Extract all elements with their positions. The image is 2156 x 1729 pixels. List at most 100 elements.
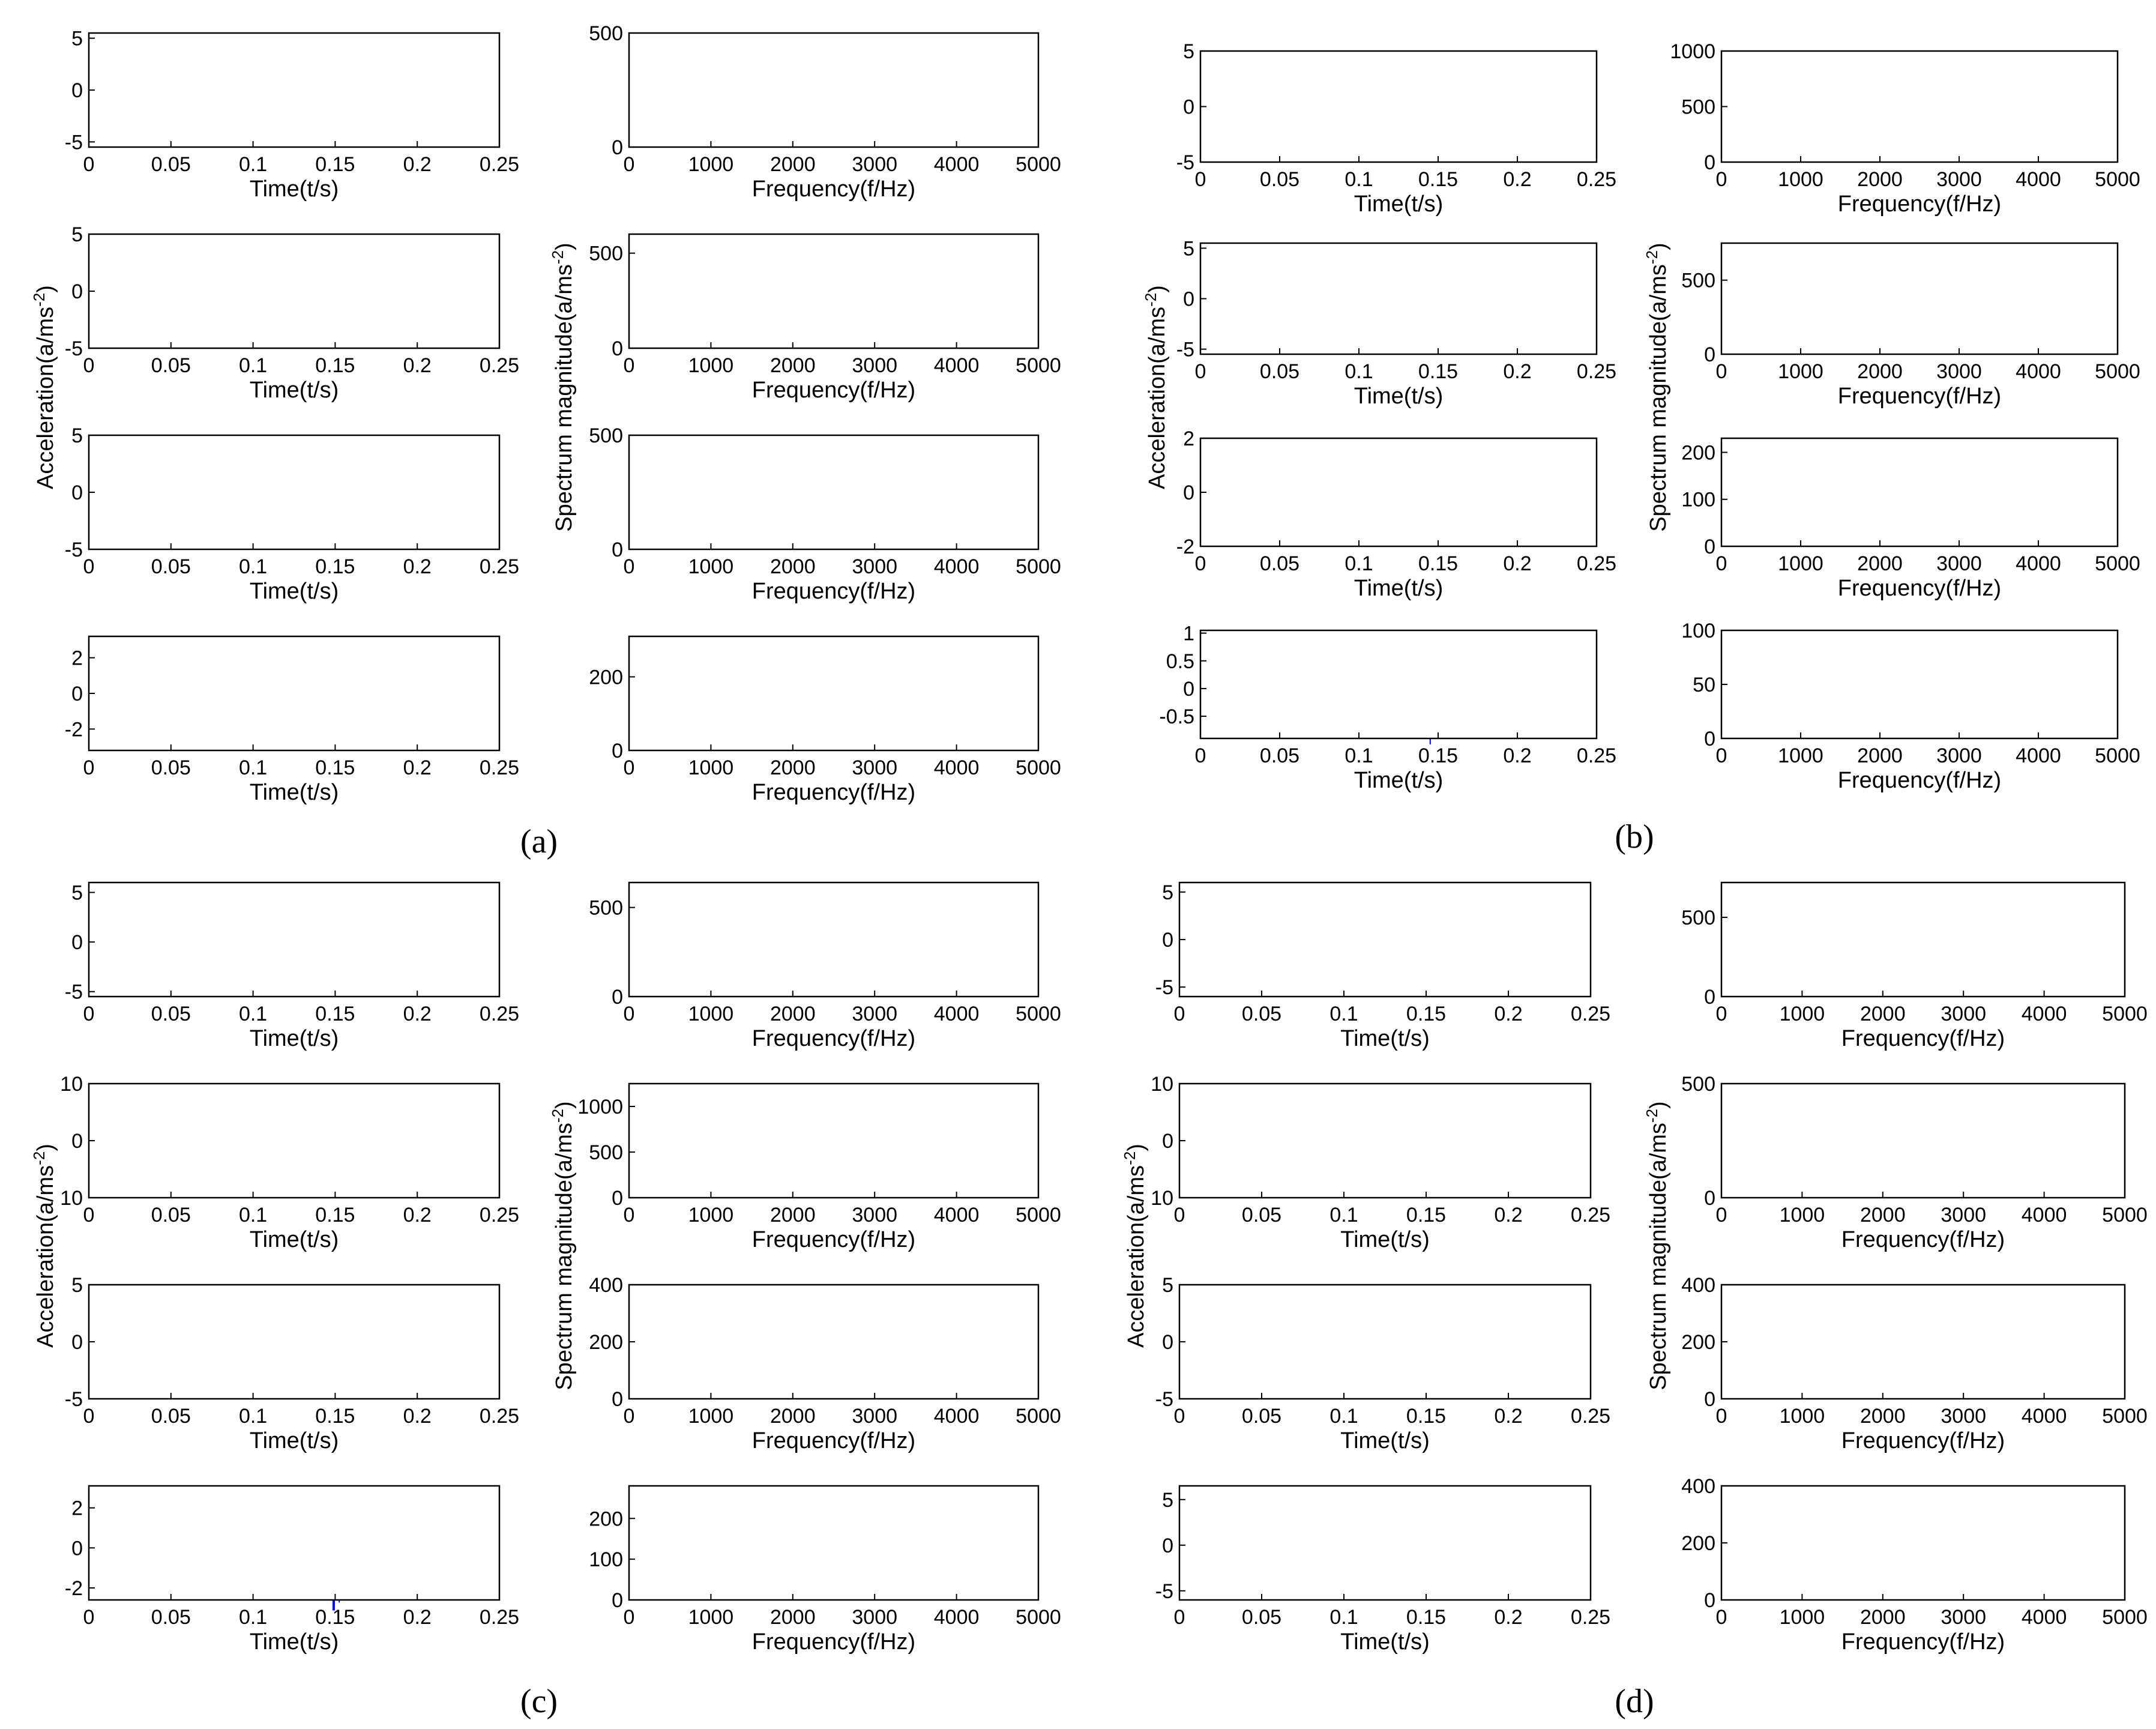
time-axis-label: Time(t/s) [1354,576,1443,601]
x-tick-label: 0.15 [315,555,355,578]
time-axis-label: Time(t/s) [250,1026,339,1051]
x-tick-label: 0.1 [239,354,267,377]
y-tick-label: 5 [71,223,83,246]
spec-ylabel-b: Spectrum magnitude(a/ms-2) [1643,243,1671,531]
x-tick-label: 5000 [2102,1405,2148,1428]
x-tick-label: 1000 [1778,744,1823,767]
frequency-axis-label: Frequency(f/Hz) [1841,1629,2005,1655]
x-tick-label: 5000 [2095,168,2140,191]
x-tick-label: 0 [1174,1003,1185,1025]
x-tick-label: 0.25 [480,1204,519,1227]
x-tick-label: 4000 [2016,168,2061,191]
axes-frame [88,1284,501,1400]
y-tick-label: 2 [71,647,83,670]
x-tick-label: 3000 [1941,1003,1986,1025]
y-tick-label: 0 [1704,1388,1715,1411]
x-tick-label: 0 [1716,1204,1727,1227]
x-tick-label: 3000 [1936,744,1982,767]
x-tick-label: 0.2 [403,1606,432,1629]
frequency-axis-label: Frequency(f/Hz) [752,1428,915,1453]
y-tick-label: 0 [612,539,623,561]
y-tick-label: 5 [71,882,83,905]
y-tick-label: 200 [1681,441,1715,464]
x-tick-label: 0.1 [1344,360,1373,383]
y-tick-label: 0 [71,280,83,303]
x-tick-label: 1000 [1780,1606,1825,1629]
x-tick-label: 0.05 [1242,1204,1281,1227]
time-axis-label: Time(t/s) [250,378,339,403]
x-tick-label: 1000 [1778,360,1823,383]
y-tick-label: 0 [1183,96,1194,119]
y-tick-label: -5 [1176,151,1194,174]
x-tick-label: 0.25 [1571,1405,1610,1428]
time-axis-label: Time(t/s) [250,1428,339,1453]
axes-frame [88,1485,501,1601]
x-tick-label: 0.05 [151,1405,191,1428]
x-tick-label: 1000 [688,1405,734,1428]
x-tick-label: 0.05 [1260,168,1299,191]
x-tick-label: 0 [1195,360,1206,383]
axes-frame [1720,1082,2126,1199]
spec-ylabel-c: Spectrum magnitude(a/ms-2) [549,1101,577,1390]
y-tick-label: 0 [1704,728,1715,750]
x-tick-label: 0 [83,153,95,176]
axes-frame [1178,1082,1592,1199]
x-tick-label: 0.1 [239,1606,267,1629]
frequency-axis-label: Frequency(f/Hz) [752,1227,915,1252]
y-tick-label: 0.5 [1166,650,1194,673]
x-tick-label: 0.25 [480,1606,519,1629]
y-tick-label: 0 [71,1537,83,1560]
x-tick-label: 3000 [852,1204,897,1227]
x-tick-label: 0 [624,1606,635,1629]
x-tick-label: 0.1 [239,756,267,779]
axes-frame [88,233,501,349]
x-tick-label: 0.1 [239,153,267,176]
plot-c-r1-freq: 0 1000 2000 3000 4000 5000 0 500 Frequency(f/Hz) [589,881,1061,1051]
axes-frame [88,434,501,551]
x-tick-label: 2000 [770,1204,816,1227]
plot-b-r3-freq: 0 1000 2000 3000 4000 5000 0 100 200 Frequency(f/… [1681,437,2140,601]
plot-a-r4-freq: 0 1000 2000 3000 4000 5000 0 200 Frequency(f/Hz) [589,635,1061,805]
axes-frame [1720,881,2126,998]
axes-frame [1720,50,2119,163]
axes-frame [628,32,1040,148]
x-tick-label: 4000 [2016,360,2061,383]
y-tick-label: 500 [589,897,623,920]
y-tick-label: 0 [71,1331,83,1354]
x-tick-label: 2000 [1860,1003,1906,1025]
axes-frame [1199,242,1598,355]
x-tick-label: 5000 [1016,1405,1061,1428]
x-tick-label: 0 [1716,1405,1727,1428]
y-tick-label: 1000 [577,1096,623,1118]
y-tick-label: -2 [1176,536,1194,558]
x-tick-label: 0.15 [1406,1204,1446,1227]
y-tick-label: -5 [65,337,83,360]
x-tick-label: 0.1 [239,1405,267,1428]
y-tick-label: 0 [71,1130,83,1153]
x-tick-label: 4000 [2022,1204,2067,1227]
y-tick-label: 200 [1681,1532,1715,1555]
y-tick-label: 0 [1162,1534,1173,1557]
time-axis-label: Time(t/s) [1340,1026,1429,1051]
axes-frame [1178,881,1592,998]
x-tick-label: 0.1 [1329,1204,1358,1227]
axes-frame [628,434,1040,551]
x-tick-label: 2000 [770,1003,816,1025]
y-tick-label: 500 [1681,907,1715,929]
y-tick-label: 5 [1183,40,1194,63]
x-tick-label: 0.15 [315,153,355,176]
x-tick-label: 0.05 [1260,360,1299,383]
x-tick-label: 0.15 [315,354,355,377]
x-tick-label: 3000 [1941,1606,1986,1629]
y-tick-label: 100 [589,1548,623,1571]
x-tick-label: 4000 [934,756,980,779]
y-tick-label: 500 [589,1141,623,1164]
plot-c-r4-freq: 0 1000 2000 3000 4000 5000 0 100 200 Frequency(f/… [589,1485,1061,1655]
x-tick-label: 3000 [852,1405,897,1428]
